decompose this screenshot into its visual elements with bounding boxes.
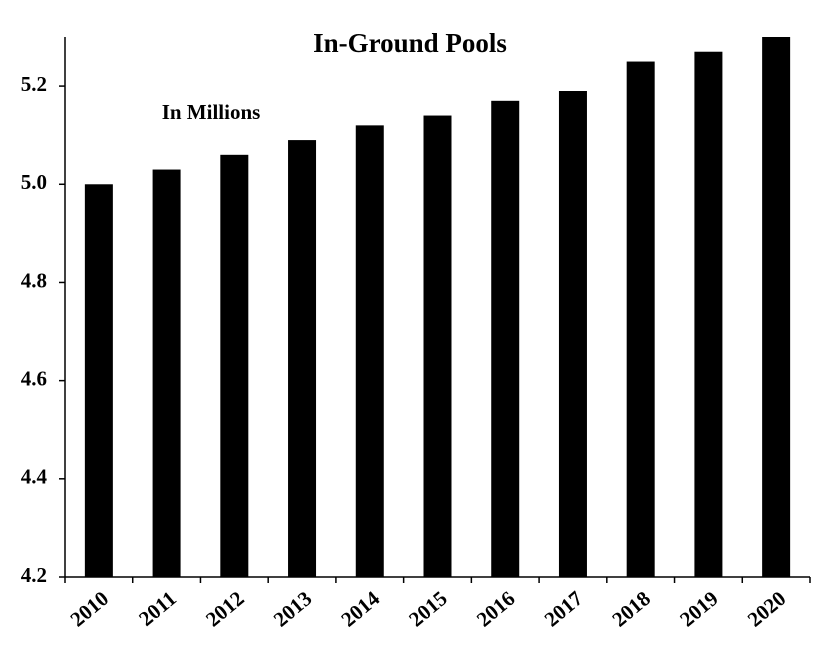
bar xyxy=(84,184,113,578)
x-tick-label: 2020 xyxy=(743,586,791,631)
chart-title: In-Ground Pools xyxy=(313,28,507,58)
bar xyxy=(288,140,317,577)
bar xyxy=(762,37,791,577)
y-tick-label: 4.6 xyxy=(21,366,47,390)
bar xyxy=(694,51,723,577)
x-tick-label: 2016 xyxy=(472,586,520,631)
x-tick-label: 2011 xyxy=(134,586,181,631)
bar xyxy=(220,154,249,577)
y-tick-label: 4.4 xyxy=(21,465,48,489)
x-tick-label: 2014 xyxy=(336,586,384,632)
bar xyxy=(626,61,655,577)
y-tick-label: 5.2 xyxy=(21,72,47,96)
y-tick-label: 5.0 xyxy=(21,170,47,194)
bar xyxy=(152,169,181,577)
x-tick-label: 2015 xyxy=(404,586,452,631)
x-tick-label: 2013 xyxy=(269,586,317,631)
x-tick-label: 2012 xyxy=(201,586,249,631)
bar xyxy=(423,115,452,577)
x-tick-label: 2019 xyxy=(675,586,723,631)
bar xyxy=(355,125,384,577)
bar xyxy=(558,91,587,577)
x-tick-label: 2017 xyxy=(540,586,588,631)
annotation: In Millions xyxy=(162,100,261,124)
x-tick-label: 2010 xyxy=(66,586,114,631)
x-tick-label: 2018 xyxy=(607,586,655,631)
y-tick-label: 4.8 xyxy=(21,268,47,292)
bar xyxy=(491,100,520,578)
y-tick-label: 4.2 xyxy=(21,563,47,587)
